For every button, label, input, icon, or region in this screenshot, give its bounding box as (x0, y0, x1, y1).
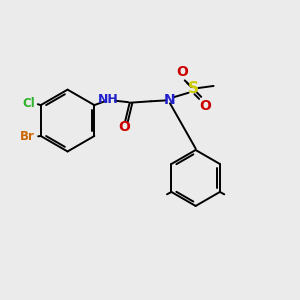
Text: O: O (176, 64, 188, 79)
Text: N: N (164, 93, 176, 107)
Text: O: O (200, 99, 212, 113)
Text: Cl: Cl (22, 97, 35, 110)
Text: Br: Br (20, 130, 35, 143)
Text: S: S (188, 81, 199, 96)
Text: O: O (119, 121, 130, 134)
Text: NH: NH (98, 93, 119, 106)
